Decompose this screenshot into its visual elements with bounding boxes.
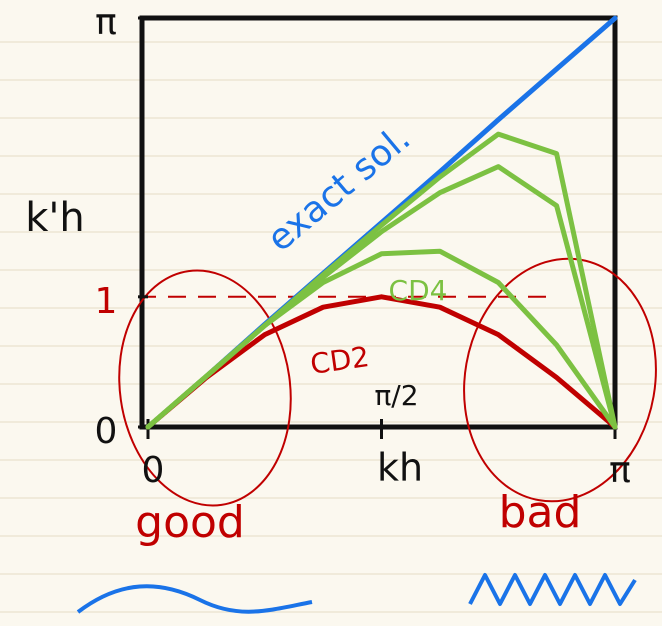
y-axis-label: k'h (25, 195, 85, 241)
x-tick-label: 0 (142, 450, 165, 491)
annotation: good (135, 497, 245, 548)
smooth-wave (78, 586, 312, 612)
series-label: CD4 (389, 274, 448, 307)
fast-wave (470, 575, 635, 604)
series-label: exact sol. (260, 118, 418, 260)
y-tick-label: π (95, 2, 117, 43)
page: k'h kh 01π0π/2πexact sol.CD2CD4goodbad (… (0, 0, 662, 626)
x-tick-label: π/2 (374, 379, 418, 412)
y-tick-label: 1 (95, 281, 118, 322)
y-tick-label: 0 (95, 411, 118, 452)
series-label: CD2 (308, 340, 371, 381)
chart: k'h kh 0 1 π 0 π/2 π exact sol. CD2 CD4 good bad (0, 0, 662, 626)
good-region (104, 259, 305, 516)
annotation: bad (499, 487, 582, 538)
x-tick-label: π (609, 450, 631, 491)
x-axis-label: kh (377, 446, 423, 490)
